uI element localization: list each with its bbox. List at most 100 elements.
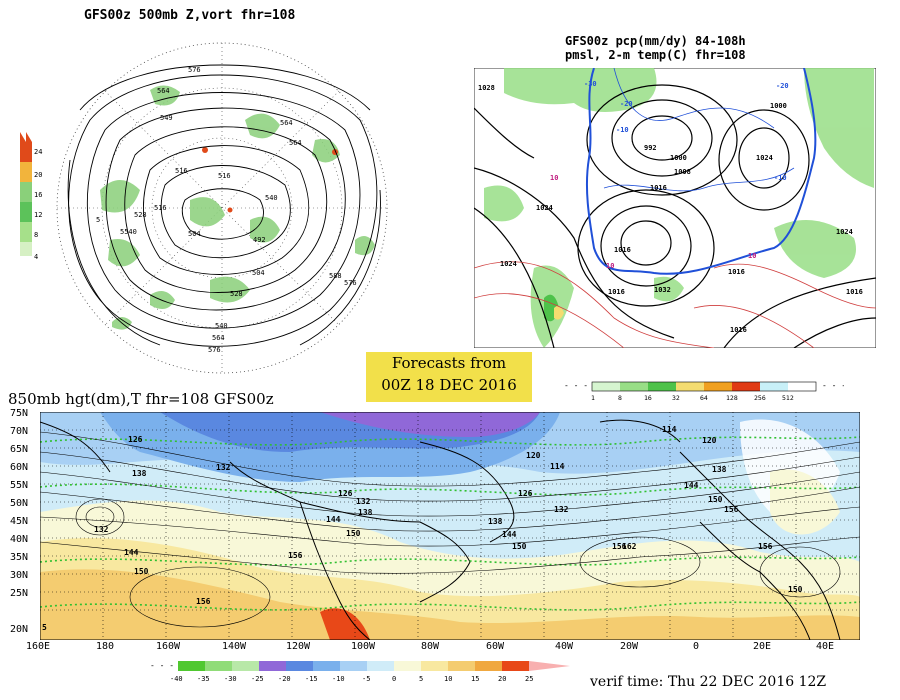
temp-color-scale: - - - -40 -35 -30 -25 -20 -15 -10 -5 0 5…: [150, 661, 570, 683]
hgt-label: 114: [662, 425, 677, 434]
precip-scale-label: 128: [726, 394, 738, 402]
temp-scale-label: -10: [332, 675, 345, 683]
mslp-label: 1024: [836, 228, 853, 236]
mslp-label: 1000: [670, 154, 687, 162]
contour-label: 504: [252, 269, 265, 277]
contour-label: 564: [157, 87, 170, 95]
hgt-label: 138: [132, 469, 147, 478]
hgt-label: 132: [554, 505, 569, 514]
contour-label: 528: [134, 211, 147, 219]
precip-scale-label: 16: [644, 394, 652, 402]
polar-500mb-map: 576 564 549 564 564 516 516 540 528 516 …: [56, 42, 388, 374]
mslp-label: 1024: [536, 204, 553, 212]
verification-time: verif time: Thu 22 DEC 2016 12Z: [590, 674, 827, 690]
contour-label: 540: [265, 194, 278, 202]
hgt-label: 144: [684, 481, 699, 490]
hgt-label: 150: [708, 495, 723, 504]
temp-scale-label: 25: [525, 675, 533, 683]
temp-scale-label: -30: [224, 675, 237, 683]
hgt-label: 144: [502, 530, 517, 539]
vort-scale-label: 24: [34, 148, 42, 156]
mslp-label: 1016: [650, 184, 667, 192]
temp-scale-label: -5: [362, 675, 370, 683]
contour-label: 576: [188, 66, 201, 74]
lat-label: 40N: [10, 534, 29, 545]
mslp-label: 1000: [770, 102, 787, 110]
lat-label: 70N: [10, 426, 29, 437]
contour-label: 516: [175, 167, 188, 175]
temp-label: -30: [584, 80, 597, 88]
mslp-label: 1016: [728, 268, 745, 276]
mslp-label: 1016: [614, 246, 631, 254]
contour-label: 528: [230, 290, 243, 298]
h850-temp-map: 126 138 132 132 144 150 156 126 132 138 …: [40, 412, 860, 640]
precip-map-title-1: GFS00z pcp(mm/dy) 84-108h: [565, 34, 746, 48]
temp-scale-label: -25: [251, 675, 264, 683]
forecast-init-box: Forecasts from 00Z 18 DEC 2016: [366, 352, 532, 402]
hgt-label: 144: [326, 515, 341, 524]
precip-scale-label: 1: [591, 394, 595, 402]
hgt-label: 5: [42, 623, 47, 632]
lat-label: 55N: [10, 480, 29, 491]
mslp-label: 1016: [730, 326, 747, 334]
svg-text:- - -: - - -: [564, 381, 588, 390]
hgt-label: 156: [724, 505, 739, 514]
vort-scale-label: 12: [34, 211, 42, 219]
hgt-label: 156: [288, 551, 303, 560]
hgt-label: 156: [758, 542, 773, 551]
temp-scale-label: 10: [444, 675, 452, 683]
lon-label: 60W: [486, 641, 505, 652]
hgt-label: 126: [518, 489, 533, 498]
svg-text:- - -: - - -: [822, 381, 844, 390]
vort-scale-label: 16: [34, 191, 42, 199]
polar-map-title: GFS00z 500mb Z,vort fhr=108: [84, 8, 296, 23]
contour-label: 5540: [120, 228, 137, 236]
mslp-label: 1024: [756, 154, 773, 162]
hgt-label: 132: [216, 463, 231, 472]
hgt-label: 156: [612, 542, 627, 551]
lat-label: 30N: [10, 570, 29, 581]
forecast-line-1: Forecasts from: [391, 354, 507, 372]
svg-text:- - -: - - -: [150, 661, 174, 670]
lon-label: 40W: [555, 641, 574, 652]
lat-label: 65N: [10, 444, 29, 455]
contour-label: 564: [289, 139, 302, 147]
temp-label: -10: [774, 174, 787, 182]
hgt-label: 120: [702, 436, 717, 445]
contour-label: 564: [212, 334, 225, 342]
precip-map-title-2: pmsl, 2-m temp(C) fhr=108: [565, 48, 746, 62]
lat-label: 50N: [10, 498, 29, 509]
temp-scale-label: 5: [419, 675, 423, 683]
precip-color-scale: - - - - - - 1 8 16 32 64 128 256 512: [564, 381, 844, 402]
lon-label: 160W: [156, 641, 181, 652]
lat-label: 45N: [10, 516, 29, 527]
lat-label: 75N: [10, 408, 29, 419]
temp-label: -10: [616, 126, 629, 134]
temp-scale-label: -20: [278, 675, 291, 683]
lon-label: 120W: [286, 641, 311, 652]
hgt-label: 132: [356, 497, 371, 506]
contour-label: 492: [253, 236, 266, 244]
precip-scale-label: 256: [754, 394, 766, 402]
vort-color-scale: 24 20 16 12 8 4: [20, 132, 42, 260]
hgt-label: 162: [622, 542, 637, 551]
hgt-label: 132: [94, 525, 109, 534]
hgt-label: 150: [788, 585, 803, 594]
lon-label: 140W: [222, 641, 247, 652]
lon-label: 180: [96, 641, 115, 652]
contour-label: 516: [218, 172, 231, 180]
precip-scale-label: 8: [618, 394, 622, 402]
lon-label: 160E: [26, 641, 51, 652]
hgt-label: 120: [526, 451, 541, 460]
lat-label: 35N: [10, 552, 29, 563]
temp-label: 10: [748, 252, 756, 260]
precip-scale-label: 512: [782, 394, 794, 402]
contour-label: 576: [208, 346, 221, 354]
hgt-label: 138: [712, 465, 727, 474]
temp-scale-label: 20: [498, 675, 506, 683]
hgt-label: 156: [196, 597, 211, 606]
lon-label: 0: [693, 641, 700, 652]
temp-scale-label: -35: [197, 675, 210, 683]
forecast-line-2: 00Z 18 DEC 2016: [381, 376, 517, 394]
hgt-label: 144: [124, 548, 139, 557]
